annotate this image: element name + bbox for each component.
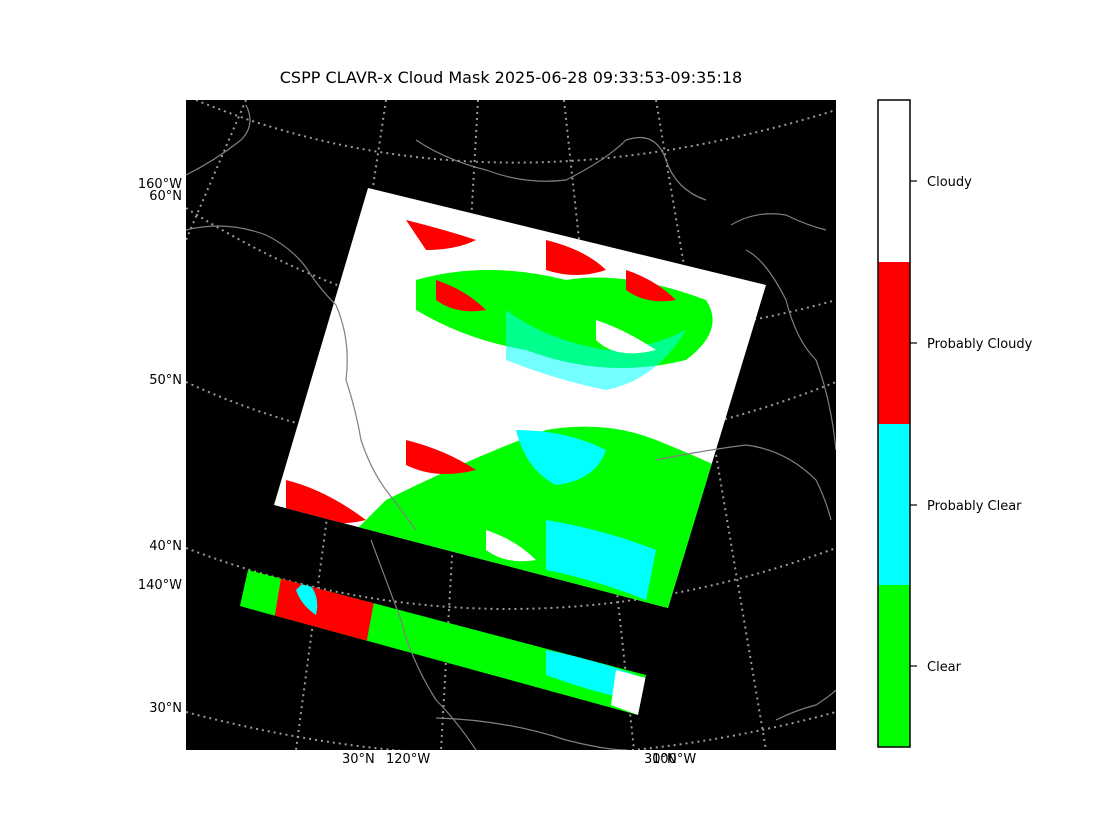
map-bottom-label: 30°N — [342, 752, 375, 767]
colorbar-label-cloudy: Cloudy — [927, 175, 972, 190]
colorbar-segment-clear — [878, 585, 910, 747]
map-bottom-label: 100°W — [652, 752, 697, 767]
cloud-mask-strip — [240, 570, 646, 715]
cloud-mask-swath — [274, 188, 766, 608]
map-bottom-label: 120°W — [386, 752, 431, 767]
colorbar-label-probably-cloudy: Probably Cloudy — [927, 337, 1033, 352]
colorbar-frame — [877, 99, 911, 748]
colorbar-label-clear: Clear — [927, 660, 962, 675]
colorbar-segment-cloudy — [878, 100, 910, 262]
map-left-label: 160°W — [137, 177, 182, 192]
map-left-label: 30°N — [149, 701, 182, 716]
map-bottom-label: 30°N — [644, 752, 677, 767]
colorbar-segment-probably-cloudy — [878, 262, 910, 424]
map-panel — [186, 100, 836, 750]
map-left-label: 40°N — [149, 539, 182, 554]
coastlines — [186, 104, 836, 750]
map-left-label: 140°W — [137, 578, 182, 593]
colorbar: Cloudy Probably Cloudy Probably Clear Cl… — [877, 99, 1033, 748]
map-left-label: 50°N — [149, 373, 182, 388]
map-left-label: 60°N — [149, 189, 182, 204]
colorbar-segment-probably-clear — [878, 424, 910, 585]
figure-title: CSPP CLAVR-x Cloud Mask 2025-06-28 09:33… — [279, 68, 743, 87]
colorbar-label-probably-clear: Probably Clear — [927, 499, 1022, 514]
